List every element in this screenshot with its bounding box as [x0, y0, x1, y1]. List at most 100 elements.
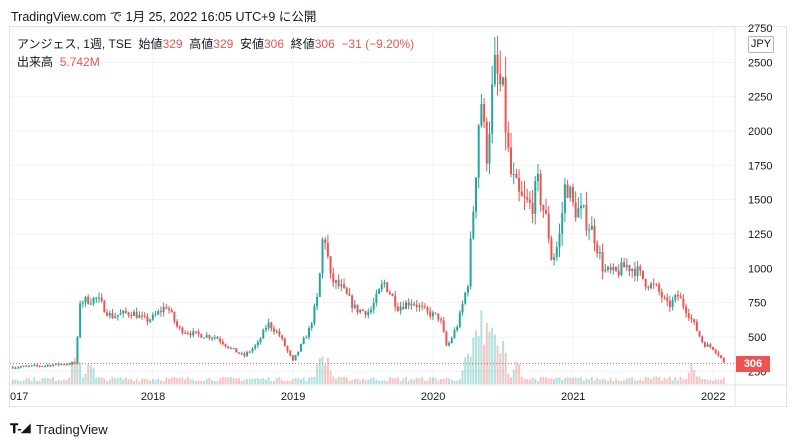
volume-bar [143, 378, 146, 384]
candle-body [647, 286, 650, 289]
candle-body [229, 347, 232, 349]
volume-bar [356, 378, 359, 384]
volume-bar [448, 378, 451, 384]
volume-bar [625, 378, 628, 384]
volume-bar [415, 377, 418, 384]
currency-button[interactable]: JPY [748, 36, 774, 53]
volume-bar [348, 381, 351, 384]
footer-brand[interactable]: 𝐓‑◢ TradingView [10, 421, 108, 437]
candle-body [671, 299, 674, 308]
volume-bar [178, 377, 181, 384]
candle-body [299, 344, 302, 352]
volume-bar [334, 378, 337, 384]
volume-bar [130, 378, 133, 384]
volume-bar [41, 377, 44, 384]
volume-bar [364, 380, 367, 384]
volume-bar [337, 376, 340, 384]
volume-bar [170, 377, 173, 384]
candle-body [302, 338, 305, 345]
volume-bar [313, 376, 316, 384]
volume-bar [407, 380, 410, 384]
volume-bar [254, 378, 257, 384]
candle-body [442, 320, 445, 332]
candle-body [353, 304, 356, 308]
candle-body [655, 284, 658, 286]
candle-body [491, 84, 494, 134]
volume-bar [375, 379, 378, 384]
volume-bar [208, 378, 211, 384]
candle-body [483, 104, 486, 122]
volume-bar [439, 378, 442, 384]
candle-body [227, 346, 230, 349]
volume-bar [550, 378, 553, 384]
candle-body [243, 353, 246, 356]
candle-body [547, 213, 550, 239]
volume-bar [240, 380, 243, 384]
candle-body [44, 365, 47, 367]
volume-bar [709, 379, 712, 384]
candle-body [709, 344, 712, 348]
candle-body [108, 313, 111, 316]
volume-bar [606, 381, 609, 384]
volume-bar [585, 378, 588, 384]
volume-bar [623, 380, 626, 384]
volume-bar [674, 377, 677, 384]
candle-body [448, 342, 451, 346]
volume-bar [60, 380, 63, 384]
volume-bar [165, 377, 168, 384]
volume-bar [450, 380, 453, 384]
candle-body [666, 297, 669, 301]
candle-body [97, 297, 100, 299]
volume-bar [132, 381, 135, 384]
volume-bar [539, 376, 542, 384]
candle-body [650, 283, 653, 289]
volume-bar [162, 381, 165, 384]
candle-body [644, 278, 647, 287]
volume-bar [639, 379, 642, 384]
volume-value: 5.742M [59, 55, 100, 69]
candle-body [485, 121, 488, 164]
candle-body [65, 364, 68, 366]
y-tick-label: 2000 [748, 126, 772, 138]
volume-bar [116, 377, 119, 384]
volume-bar [340, 377, 343, 384]
x-tick-label: 2021 [561, 391, 585, 403]
candle-body [213, 337, 216, 339]
volume-bar [396, 377, 399, 384]
volume-bar [353, 378, 356, 384]
candle-body [518, 178, 521, 192]
candle-body [151, 314, 154, 320]
candle-body [698, 330, 701, 337]
volume-bar [197, 380, 200, 384]
chart-frame [9, 26, 787, 407]
price-chart[interactable]: 2505007501000125015001750200022502500275… [0, 0, 794, 410]
volume-bar [679, 376, 682, 384]
candle-body [332, 273, 335, 283]
y-tick-label: 1750 [748, 160, 772, 172]
candle-body [340, 284, 343, 287]
y-tick-label: 2250 [748, 92, 772, 104]
volume-bar [308, 377, 311, 384]
volume-bar [574, 377, 577, 384]
candle-body [25, 365, 28, 367]
candle-body [539, 173, 542, 206]
candle-body [359, 309, 362, 313]
y-tick-label: 500 [748, 332, 766, 344]
volume-bar [703, 378, 706, 384]
volume-bar [281, 380, 284, 384]
volume-bar [19, 381, 22, 384]
candle-body [92, 297, 95, 304]
candle-body [582, 205, 585, 207]
volume-bar [46, 378, 49, 384]
candle-body [625, 265, 628, 268]
volume-bar [383, 380, 386, 384]
candle-body [19, 366, 22, 368]
volume-bar [512, 369, 515, 384]
symbol-label[interactable]: アンジェス, 1週, TSE [17, 37, 132, 51]
brand-name: TradingView [36, 421, 108, 437]
candle-body [555, 247, 558, 258]
volume-bar [655, 376, 658, 384]
candle-body [46, 365, 49, 367]
volume-bar [372, 377, 375, 384]
volume-bar [192, 379, 195, 384]
